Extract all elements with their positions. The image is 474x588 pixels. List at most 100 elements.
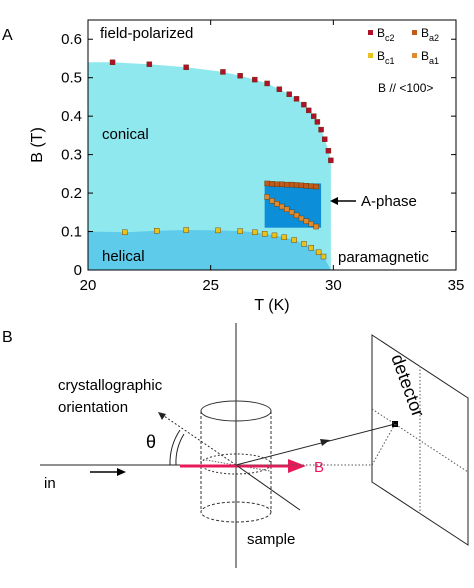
data-point-bc1 [153, 228, 160, 234]
data-point-bc2 [237, 73, 243, 79]
y-tick-label: 0.3 [61, 147, 82, 164]
data-point-ba2 [274, 181, 280, 187]
data-point-bc2 [293, 96, 300, 102]
data-point-bc2 [306, 107, 312, 114]
scattered-beam [235, 421, 398, 466]
label-field-polarized: field-polarized [100, 25, 193, 42]
data-point-bc1 [215, 227, 221, 234]
crystallographic-label-line2: orientation [58, 399, 128, 416]
label-a-phase: A-phase [361, 193, 417, 210]
data-point-ba1 [298, 215, 305, 222]
data-point-ba2 [288, 181, 295, 188]
data-point-ba1 [293, 212, 300, 219]
data-points [109, 59, 334, 260]
legend-marker-bc2 [368, 30, 373, 35]
y-tick-label: 0 [74, 262, 82, 279]
data-point-ba1 [308, 221, 314, 227]
data-point-bc1 [271, 232, 278, 239]
data-point-ba2 [284, 181, 290, 188]
crystallographic-orientation-arrow [158, 412, 237, 466]
x-tick-label: 20 [80, 277, 97, 294]
data-point-bc2 [220, 69, 226, 75]
data-point-bc2 [318, 126, 324, 133]
legend-marker-ba1 [412, 53, 417, 58]
x-tick-label: 30 [325, 277, 342, 294]
data-point-bc2 [325, 148, 332, 154]
data-point-bc2 [183, 64, 189, 71]
data-point-bc2 [252, 76, 258, 83]
sample-label: sample [247, 531, 295, 548]
x-tick-label: 35 [448, 277, 465, 294]
data-point-bc1 [301, 241, 307, 247]
y-tick-label: 0.2 [61, 185, 82, 202]
legend-marker-ba2 [412, 30, 417, 35]
data-point-bc1 [122, 229, 128, 236]
data-point-ba2 [269, 181, 275, 187]
data-point-bc2 [264, 80, 270, 87]
data-point-ba1 [284, 206, 290, 212]
data-point-bc2 [322, 136, 328, 142]
sample-cylinder [200, 400, 272, 523]
label-conical: conical [102, 126, 149, 143]
data-point-bc1 [261, 231, 268, 237]
scattering-geometry-panel: B in crystallographic orientation θ [2, 323, 469, 568]
helical-region [88, 230, 331, 270]
chart-legend: Bc2 Ba2 Bc1 Ba1 B // <100> [368, 26, 439, 95]
data-point-ba2 [279, 181, 285, 187]
data-point-ba1 [303, 218, 310, 224]
theta-angle-arc-inner [175, 433, 185, 466]
panel-b-label: B [2, 329, 13, 346]
y-tick-label: 0.6 [61, 31, 82, 48]
data-point-bc2 [146, 61, 153, 67]
data-point-bc2 [328, 157, 334, 164]
data-point-bc1 [320, 253, 327, 260]
legend-marker-bc1 [368, 53, 373, 58]
label-helical: helical [102, 248, 145, 265]
legend-entry-ba1: Ba1 [421, 49, 439, 66]
legend-entry-bc1: Bc1 [377, 49, 395, 66]
panel-a-label: A [2, 27, 13, 44]
y-axis-label: B (T) [29, 127, 46, 163]
data-point-bc1 [252, 229, 258, 236]
label-paramagnetic: paramagnetic [338, 249, 429, 266]
legend-field-direction: B // <100> [378, 81, 433, 95]
data-point-bc2 [276, 86, 283, 92]
data-point-ba1 [288, 209, 295, 216]
data-point-ba1 [313, 223, 319, 230]
data-point-bc1 [183, 227, 189, 233]
a-phase-region [264, 183, 322, 228]
data-point-bc2 [286, 91, 292, 97]
theta-symbol: θ [146, 432, 156, 452]
data-point-bc1 [281, 234, 287, 241]
data-point-bc2 [311, 113, 317, 119]
data-point-ba1 [264, 194, 270, 200]
chart-axes: 20 25 30 35 0 0.1 0.2 0.3 0.4 0.5 0.6 T (K) B (T) [29, 19, 465, 314]
data-point-bc2 [109, 59, 116, 66]
data-point-ba1 [279, 203, 285, 210]
data-point-ba1 [269, 198, 275, 204]
plot-frame [87, 19, 457, 271]
crystallographic-label-line1: crystallographic [58, 377, 163, 394]
legend-entry-ba2: Ba2 [421, 26, 439, 43]
sample-diagonal [235, 464, 301, 511]
incident-beam-label: in [44, 475, 56, 492]
data-point-ba2 [264, 180, 270, 187]
data-point-ba2 [308, 183, 314, 189]
data-point-bc2 [314, 119, 321, 125]
data-point-ba1 [274, 201, 280, 207]
magnetic-field-label: B [314, 459, 324, 476]
data-point-bc1 [237, 228, 243, 234]
y-tick-label: 0.1 [61, 224, 82, 241]
phase-regions [88, 62, 331, 270]
x-axis-label: T (K) [254, 297, 289, 314]
a-phase-arrow [330, 197, 356, 205]
data-point-ba2 [313, 183, 319, 190]
legend-entry-bc2: Bc2 [377, 26, 395, 43]
x-tick-label: 25 [202, 277, 219, 294]
data-point-ba2 [293, 182, 300, 188]
detector-plane [371, 334, 469, 546]
data-point-bc1 [315, 249, 322, 256]
y-tick-label: 0.5 [61, 70, 82, 87]
theta-angle-arc [169, 429, 181, 466]
